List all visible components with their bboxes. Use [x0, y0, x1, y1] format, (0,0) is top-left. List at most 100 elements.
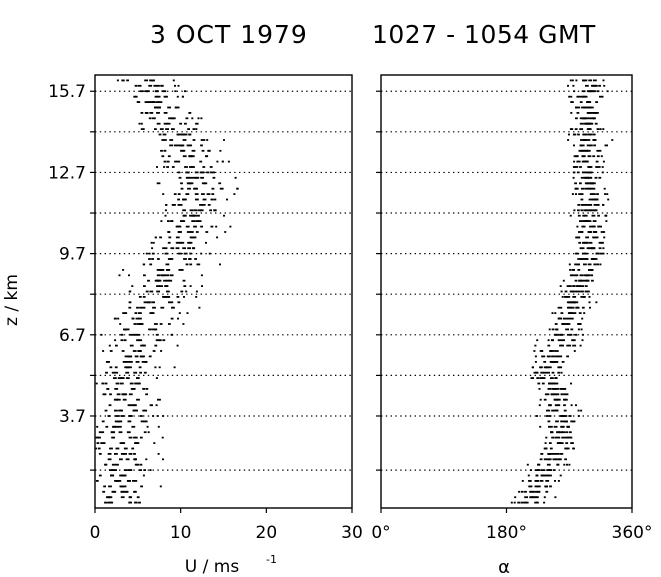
wind-speed-data-point: [209, 209, 212, 212]
wind-speed-data-point: [108, 496, 113, 499]
wind-direction-data-point: [588, 301, 591, 304]
wind-speed-data-point: [182, 279, 186, 282]
wind-direction-data-point: [584, 149, 589, 152]
wind-direction-data-point: [554, 480, 556, 482]
wind-speed-data-point: [136, 339, 140, 342]
wind-speed-data-point: [139, 469, 142, 471]
wind-direction-data-point: [592, 220, 597, 222]
wind-speed-data-point: [196, 122, 199, 125]
wind-direction-data-point: [575, 285, 580, 287]
wind-speed-data-point: [140, 112, 144, 114]
wind-direction-data-point: [559, 285, 562, 287]
wind-direction-data-point: [580, 328, 583, 331]
wind-speed-data-point: [170, 333, 173, 336]
wind-speed-data-point: [103, 485, 106, 488]
wind-direction-data-point: [535, 474, 539, 477]
wind-direction-data-point: [523, 501, 526, 504]
wind-direction-data-point: [599, 95, 602, 98]
wind-direction-data-point: [524, 496, 528, 499]
figure-time: 1027 - 1054 GMT: [372, 20, 596, 49]
wind-speed-data-point: [152, 328, 156, 331]
wind-speed-data-point: [139, 90, 144, 93]
wind-direction-data-point: [553, 398, 558, 401]
wind-speed-data-point: [104, 382, 108, 385]
wind-speed-data-point: [115, 463, 119, 466]
wind-speed-data-point: [162, 458, 164, 461]
wind-speed-data-point: [201, 149, 205, 152]
wind-speed-data-point: [167, 106, 171, 109]
wind-speed-data-point: [132, 480, 135, 482]
wind-speed-data-point: [185, 171, 190, 174]
wind-speed-data-point: [143, 371, 147, 374]
wind-direction-data-point: [577, 204, 581, 206]
wind-direction-data-point: [544, 393, 548, 396]
wind-speed-data-point: [183, 252, 188, 255]
wind-direction-data-point: [530, 377, 533, 379]
wind-direction-data-point: [545, 415, 549, 417]
wind-direction-data-point: [555, 328, 559, 331]
wind-speed-data-point: [208, 252, 211, 255]
wind-speed-data-point: [100, 333, 103, 336]
wind-speed-data-point: [113, 377, 117, 379]
wind-direction-data-point: [601, 171, 604, 174]
wind-speed-data-point: [174, 84, 176, 87]
wind-speed-data-point: [159, 128, 164, 130]
wind-direction-data-point: [552, 469, 556, 471]
wind-speed-data-point: [182, 209, 186, 212]
wind-speed-data-point: [145, 112, 149, 114]
wind-direction-data-point: [552, 458, 557, 461]
wind-speed-data-point: [216, 236, 219, 239]
wind-direction-data-point: [583, 258, 588, 260]
wind-direction-data-point: [569, 128, 572, 130]
wind-direction-data-point: [545, 485, 548, 488]
wind-speed-data-point: [139, 355, 144, 358]
wind-direction-data-point: [583, 214, 588, 217]
wind-speed-data-point: [183, 198, 187, 201]
wind-speed-data-point: [226, 198, 228, 201]
wind-direction-data-point: [554, 458, 559, 461]
wind-direction-data-point: [594, 258, 598, 260]
wind-speed-data-point: [192, 128, 196, 130]
wind-speed-data-point: [215, 225, 218, 228]
wind-direction-data-point: [545, 490, 549, 493]
wind-direction-data-point: [605, 220, 608, 222]
wind-speed-data-point: [186, 312, 189, 314]
wind-direction-data-point: [546, 463, 551, 466]
wind-direction-data-point: [604, 144, 607, 147]
wind-speed-data-point: [177, 84, 180, 87]
wind-direction-data-point: [575, 404, 577, 407]
wind-speed-data-point: [119, 485, 124, 488]
wind-direction-data-point: [580, 290, 584, 293]
wind-direction-data-point: [547, 409, 551, 412]
wind-direction-data-point: [545, 366, 549, 369]
wind-speed-data-point: [106, 496, 110, 499]
wind-speed-data-point: [207, 204, 211, 206]
wind-direction-data-point: [586, 149, 591, 152]
wind-speed-data-point: [206, 171, 210, 174]
wind-direction-data-point: [581, 220, 584, 222]
wind-speed-data-point: [118, 431, 123, 434]
wind-direction-data-point: [602, 160, 605, 163]
wind-direction-data-point: [593, 231, 597, 233]
wind-speed-data-point: [157, 453, 160, 455]
wind-speed-data-point: [144, 79, 148, 82]
wind-speed-data-point: [201, 285, 203, 287]
wind-speed-data-point: [154, 90, 159, 93]
wind-speed-data-point: [188, 112, 191, 114]
wind-direction-data-point: [575, 155, 579, 158]
wind-speed-data-point: [171, 128, 175, 130]
wind-speed-data-point: [135, 442, 138, 444]
wind-direction-data-point: [536, 485, 541, 488]
wind-direction-data-point: [577, 133, 580, 136]
wind-direction-data-point: [596, 193, 599, 195]
wind-direction-data-point: [603, 84, 606, 87]
wind-direction-data-point: [577, 236, 580, 239]
wind-direction-data-point: [541, 355, 544, 358]
wind-direction-data-point: [596, 90, 600, 93]
wind-direction-data-point: [545, 436, 548, 439]
wind-direction-data-point: [543, 458, 547, 461]
wind-speed-data-point: [184, 122, 187, 125]
wind-direction-data-point: [557, 366, 561, 369]
wind-direction-data-point: [603, 231, 606, 233]
wind-direction-data-point: [570, 95, 573, 98]
